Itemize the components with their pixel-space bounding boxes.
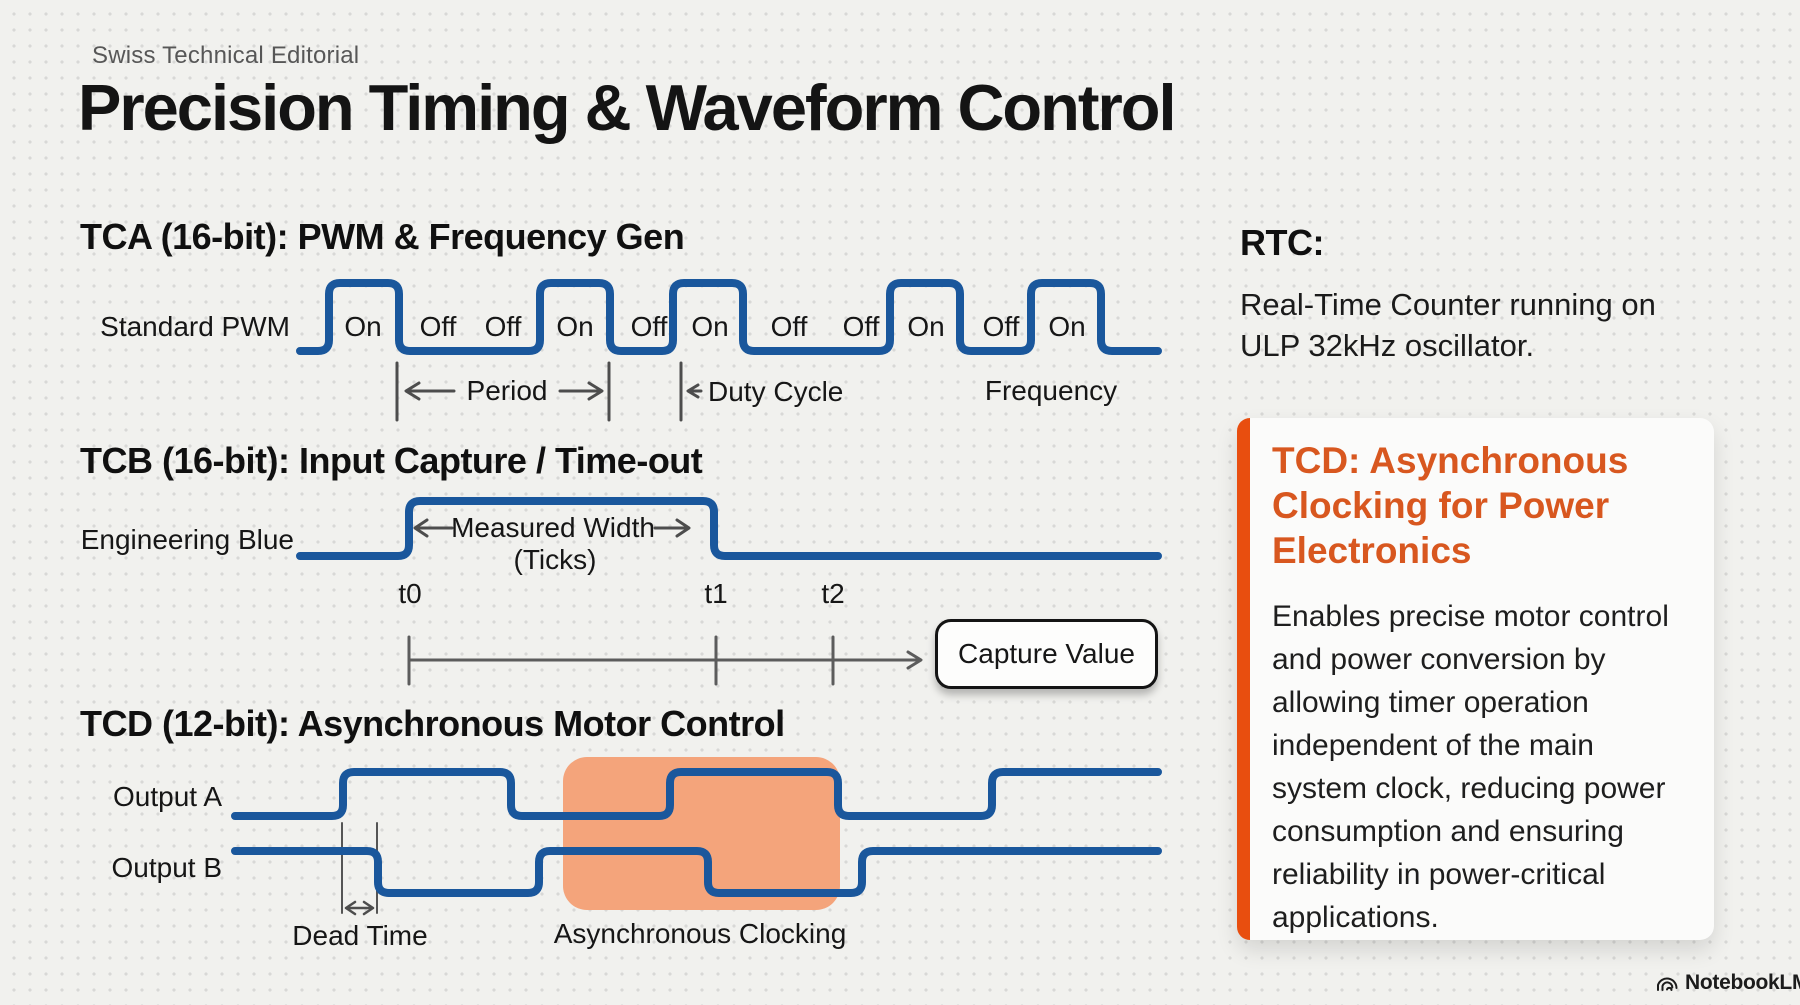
pulse-label: On bbox=[556, 311, 594, 342]
period-right-arrow bbox=[558, 381, 604, 401]
tcd-output-a-waveform bbox=[231, 768, 1162, 820]
output-b-label: Output B bbox=[111, 852, 222, 883]
tca-pwm-waveform bbox=[296, 279, 1162, 355]
pulse-label: On bbox=[907, 311, 945, 342]
pulse-label: Off bbox=[630, 311, 668, 342]
pulse-label: Off bbox=[770, 311, 808, 342]
measured-width-left-arrow bbox=[413, 518, 454, 538]
output-a-label: Output A bbox=[113, 781, 222, 812]
pulse-label: On bbox=[344, 311, 382, 342]
timeline-label-t2: t2 bbox=[821, 578, 845, 609]
capture-timeline-arrow bbox=[407, 650, 923, 670]
timeline-label-t0: t0 bbox=[398, 578, 422, 609]
measured-width-label: Measured Width bbox=[451, 512, 655, 543]
async-clocking-highlight bbox=[563, 757, 840, 910]
duty-cycle-label: Duty Cycle bbox=[708, 376, 844, 407]
pulse-label: On bbox=[691, 311, 729, 342]
tcd-heading: TCD (12-bit): Asynchronous Motor Control bbox=[80, 703, 785, 744]
tcb-capture-waveform bbox=[296, 497, 1162, 560]
capture-value-box: Capture Value bbox=[935, 619, 1158, 689]
dead-time-arrow bbox=[344, 900, 375, 916]
tca-heading: TCA (16-bit): PWM & Frequency Gen bbox=[80, 216, 685, 257]
notebooklm-label: NotebookLM bbox=[1685, 971, 1800, 994]
ticks-label: (Ticks) bbox=[513, 544, 597, 575]
dead-time-markers bbox=[341, 822, 378, 914]
kicker: Swiss Technical Editorial bbox=[92, 42, 360, 69]
pulse-label: Off bbox=[419, 311, 457, 342]
tcb-wave-label: Engineering Blue bbox=[80, 524, 294, 555]
tcd-output-b-waveform bbox=[231, 847, 1162, 897]
timeline-label-t1: t1 bbox=[704, 578, 728, 609]
rtc-heading: RTC: bbox=[1240, 222, 1324, 263]
period-label: Period bbox=[466, 375, 548, 406]
capture-timeline-ticks bbox=[407, 635, 835, 686]
dead-time-label: Dead Time bbox=[292, 920, 428, 951]
page-title: Precision Timing & Waveform Control bbox=[78, 71, 1177, 144]
card-accent-bar bbox=[1237, 418, 1250, 940]
period-left-arrow bbox=[404, 381, 456, 401]
capture-value-label: Capture Value bbox=[958, 638, 1135, 669]
card-body: Enables precise motor control and power … bbox=[1272, 600, 1669, 934]
pulse-label: On bbox=[1048, 311, 1086, 342]
duty-cycle-arrow bbox=[686, 383, 703, 399]
frequency-label: Frequency bbox=[984, 375, 1118, 406]
tcb-heading: TCB (16-bit): Input Capture / Time-out bbox=[80, 440, 703, 481]
tca-wave-label: Standard PWM bbox=[100, 311, 290, 342]
pulse-label: Off bbox=[484, 311, 522, 342]
tcd-callout-card: TCD: Asynchronous Clocking for Power Ele… bbox=[1237, 418, 1714, 940]
notebooklm-icon bbox=[1657, 977, 1678, 991]
notebooklm-badge: NotebookLM bbox=[1655, 971, 1800, 995]
card-heading: TCD: Asynchronous Clocking for Power Ele… bbox=[1272, 440, 1629, 571]
period-ticks bbox=[395, 361, 611, 422]
pulse-label: Off bbox=[982, 311, 1020, 342]
async-clocking-label: Asynchronous Clocking bbox=[553, 918, 847, 949]
measured-width-right-arrow bbox=[653, 518, 691, 538]
rtc-body: Real-Time Counter running on ULP 32kHz o… bbox=[1240, 287, 1656, 363]
pulse-label: Off bbox=[842, 311, 880, 342]
